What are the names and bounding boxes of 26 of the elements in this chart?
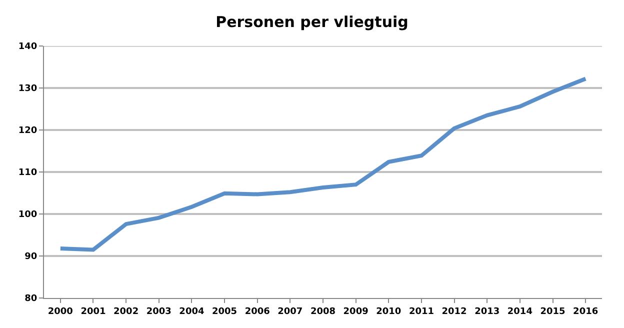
chart-title: Personen per vliegtuig — [216, 12, 408, 31]
x-tick-label: 2008 — [310, 306, 336, 317]
x-tick-label: 2004 — [179, 306, 204, 317]
line-series — [58, 76, 588, 252]
y-tick-label: 90 — [24, 252, 38, 262]
y-tick-label: 120 — [18, 126, 38, 136]
x-tick-label: 2013 — [474, 306, 500, 317]
x-tick-label: 2001 — [80, 306, 106, 317]
x-tick-label: 2014 — [507, 306, 532, 317]
x-tick-label: 2002 — [114, 306, 139, 317]
x-tick-label: 2007 — [278, 306, 303, 317]
y-tick-label: 110 — [18, 168, 38, 178]
x-tick-label: 2009 — [343, 306, 368, 317]
y-tick-label: 140 — [18, 42, 38, 52]
x-tick-label: 2011 — [408, 306, 434, 317]
x-tick-label: 2010 — [376, 306, 402, 317]
y-tick-label: 130 — [18, 84, 38, 94]
x-tick-label: 2005 — [212, 306, 238, 317]
x-tick-label: 2015 — [540, 306, 566, 317]
y-tick-label: 100 — [18, 210, 38, 220]
y-tick-label: 80 — [24, 294, 38, 304]
x-tick-label: 2016 — [573, 306, 598, 317]
x-tick-label: 2012 — [442, 306, 467, 317]
x-tick-label: 2006 — [244, 306, 270, 317]
x-tick-label: 2003 — [146, 306, 172, 317]
x-tick-label: 2000 — [48, 306, 73, 317]
